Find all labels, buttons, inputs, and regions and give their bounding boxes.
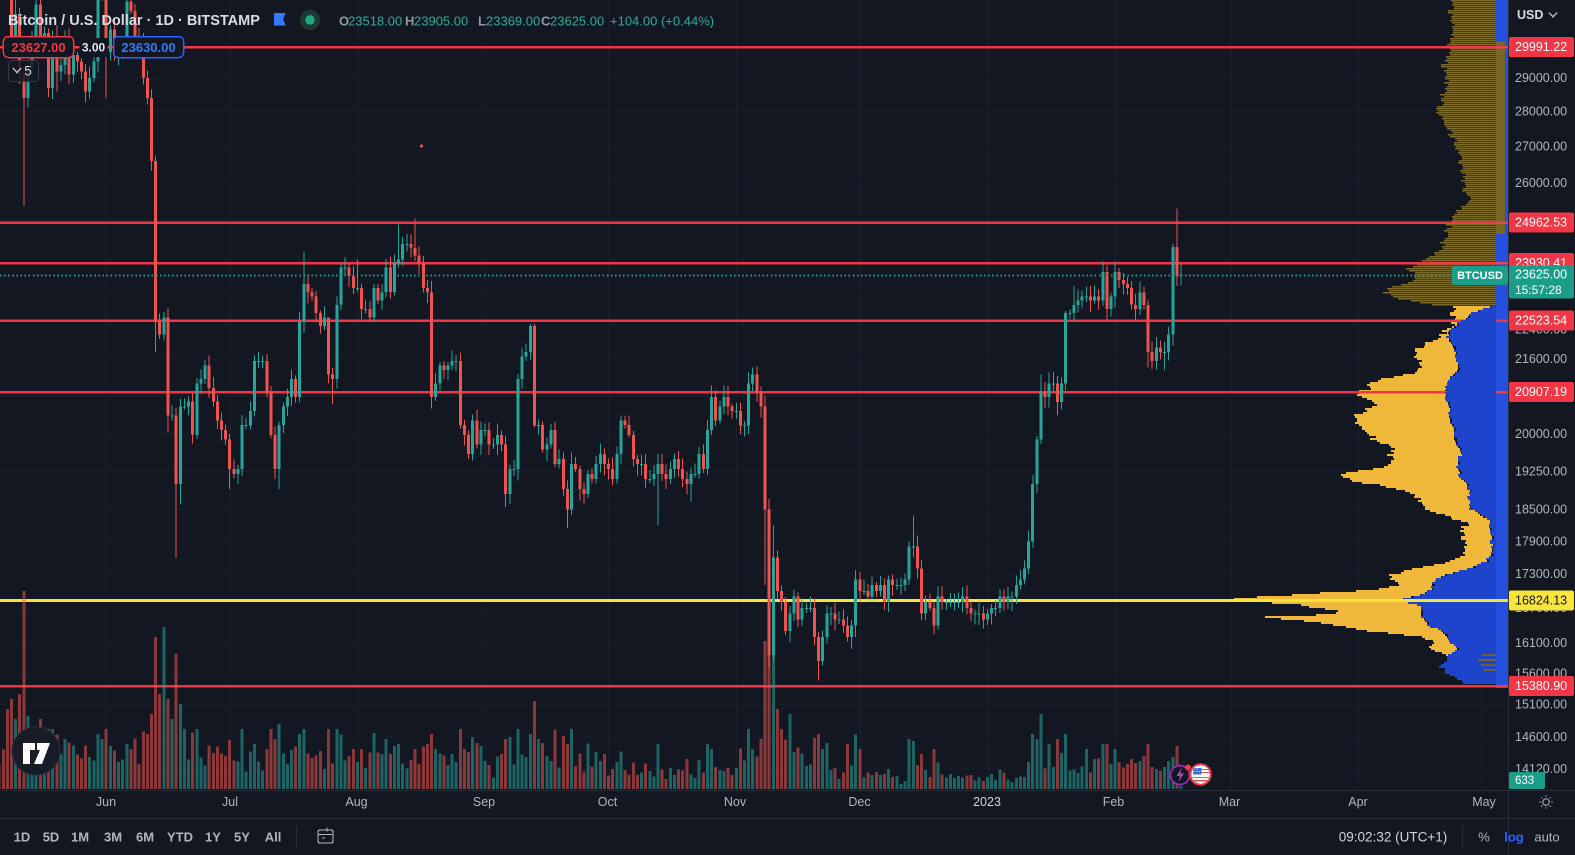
svg-text:May: May: [1472, 795, 1496, 809]
svg-text:Nov: Nov: [724, 795, 747, 809]
svg-text:5D: 5D: [43, 830, 60, 845]
svg-text:14600.00: 14600.00: [1515, 730, 1567, 744]
svg-text:17300.00: 17300.00: [1515, 567, 1567, 581]
svg-text:16824.13: 16824.13: [1515, 594, 1567, 608]
svg-text:Feb: Feb: [1103, 795, 1125, 809]
svg-text:3.00: 3.00: [82, 41, 106, 55]
svg-text:633: 633: [1515, 775, 1534, 787]
svg-text:5Y: 5Y: [234, 830, 250, 845]
svg-text:15:57:28: 15:57:28: [1515, 283, 1562, 297]
svg-text:23625.00: 23625.00: [1515, 268, 1567, 282]
svg-text:17900.00: 17900.00: [1515, 534, 1567, 548]
svg-text:USD: USD: [1517, 8, 1543, 22]
svg-text:20000.00: 20000.00: [1515, 427, 1567, 441]
svg-text:2023: 2023: [973, 795, 1001, 809]
svg-text:21600.00: 21600.00: [1515, 352, 1567, 366]
svg-text:Jul: Jul: [222, 795, 238, 809]
svg-text:23369.00: 23369.00: [486, 14, 540, 29]
svg-text:BTCUSD: BTCUSD: [1457, 270, 1503, 282]
svg-text:1Y: 1Y: [205, 830, 221, 845]
svg-text:Sep: Sep: [473, 795, 495, 809]
svg-text:18500.00: 18500.00: [1515, 503, 1567, 517]
svg-text:log: log: [1504, 830, 1524, 845]
svg-text:3M: 3M: [104, 830, 122, 845]
svg-text:Apr: Apr: [1348, 795, 1367, 809]
svg-text:O: O: [339, 14, 349, 29]
svg-text:20907.19: 20907.19: [1515, 385, 1567, 399]
svg-text:C: C: [541, 14, 551, 29]
svg-text:1M: 1M: [71, 830, 89, 845]
svg-text:Aug: Aug: [345, 795, 367, 809]
svg-text:23518.00: 23518.00: [348, 14, 402, 29]
svg-text:23630.00: 23630.00: [121, 40, 175, 55]
svg-text:15380.90: 15380.90: [1515, 679, 1567, 693]
svg-text:23905.00: 23905.00: [414, 14, 468, 29]
svg-text:6M: 6M: [136, 830, 154, 845]
svg-text:16100.00: 16100.00: [1515, 636, 1567, 650]
svg-text:H: H: [405, 14, 414, 29]
svg-text:Dec: Dec: [848, 795, 870, 809]
svg-text:23625.00: 23625.00: [550, 14, 604, 29]
svg-text:23627.00: 23627.00: [11, 40, 65, 55]
svg-text:29991.22: 29991.22: [1515, 40, 1567, 54]
svg-text:Mar: Mar: [1219, 795, 1241, 809]
svg-text:Jun: Jun: [96, 795, 116, 809]
svg-text:Bitcoin / U.S. Dollar · 1D · B: Bitcoin / U.S. Dollar · 1D · BITSTAMP: [8, 13, 260, 29]
svg-text:%: %: [1478, 830, 1490, 845]
svg-text:5: 5: [24, 64, 32, 79]
svg-text:+104.00 (+0.44%): +104.00 (+0.44%): [610, 14, 714, 29]
svg-text:24962.53: 24962.53: [1515, 216, 1567, 230]
svg-text:19250.00: 19250.00: [1515, 465, 1567, 479]
svg-text:29000.00: 29000.00: [1515, 71, 1567, 85]
svg-text:All: All: [265, 830, 282, 845]
svg-text:1D: 1D: [14, 830, 31, 845]
svg-text:15100.00: 15100.00: [1515, 698, 1567, 712]
svg-text:L: L: [478, 14, 486, 29]
svg-text:28000.00: 28000.00: [1515, 105, 1567, 119]
svg-text:22523.54: 22523.54: [1515, 314, 1567, 328]
svg-text:09:02:32 (UTC+1): 09:02:32 (UTC+1): [1339, 830, 1447, 845]
svg-text:auto: auto: [1534, 830, 1559, 845]
svg-text:27000.00: 27000.00: [1515, 140, 1567, 154]
svg-text:YTD: YTD: [167, 830, 193, 845]
svg-text:26000.00: 26000.00: [1515, 176, 1567, 190]
svg-text:Oct: Oct: [598, 795, 618, 809]
